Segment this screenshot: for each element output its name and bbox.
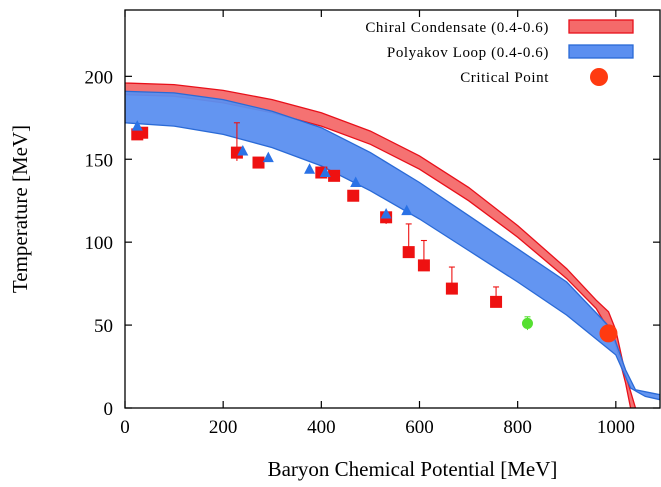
- legend-label-critical: Critical Point: [460, 70, 549, 86]
- band-polyakov: [125, 91, 660, 400]
- squares-point-3: [252, 156, 265, 169]
- green-point-0: [521, 317, 533, 329]
- legend-swatch-polyakov: [568, 44, 634, 59]
- x-tick-label: 1000: [597, 417, 635, 438]
- band-chiral: [125, 83, 636, 408]
- triangles-point-6: [380, 207, 392, 219]
- legend-swatch-critical: [590, 68, 608, 86]
- triangles-point-5: [350, 176, 362, 187]
- band-polyakov-upper-edge: [125, 90, 660, 396]
- squares-point-2: [230, 146, 243, 159]
- legend-swatch-chiral: [568, 19, 634, 34]
- x-tick-label: 600: [405, 417, 434, 438]
- critical-point-0: [599, 324, 618, 343]
- triangles-point-4: [319, 166, 331, 178]
- y-axis-title: Temperature [MeV]: [8, 125, 32, 293]
- y-tick-label: 150: [85, 150, 114, 171]
- squares-point-5: [328, 169, 341, 182]
- squares-point-9: [417, 259, 430, 272]
- band-polyakov-lower-edge: [125, 122, 660, 401]
- triangles-point-0: [131, 120, 143, 131]
- triangles-point-7: [401, 204, 413, 216]
- x-tick-label: 400: [307, 417, 336, 438]
- squares-point-10: [445, 282, 458, 295]
- x-tick-label: 0: [120, 417, 130, 438]
- y-tick-label: 100: [85, 233, 114, 254]
- x-axis-title: Baryon Chemical Potential [MeV]: [268, 457, 558, 481]
- plot-frame: [124, 9, 661, 409]
- triangles-point-1: [237, 144, 249, 156]
- ticks-layer: 0 200 400 600 800 1000 0 50 100 150 200: [85, 10, 660, 438]
- squares-point-8: [402, 246, 415, 259]
- squares-point-6: [347, 189, 360, 202]
- y-tick-label: 200: [85, 67, 114, 88]
- legend: Chiral Condensate (0.4-0.6) Polyakov Loop…: [365, 19, 634, 86]
- bands-layer: [125, 82, 660, 408]
- triangles-point-2: [262, 151, 274, 163]
- x-tick-label: 800: [503, 417, 532, 438]
- y-tick-label: 50: [94, 316, 113, 337]
- legend-label-chiral: Chiral Condensate (0.4-0.6): [365, 20, 549, 36]
- x-tick-label: 200: [209, 417, 238, 438]
- points-layer: [131, 120, 618, 343]
- y-tick-label: 0: [104, 399, 114, 420]
- squares-point-11: [490, 295, 503, 308]
- legend-label-polyakov: Polyakov Loop (0.4-0.6): [387, 45, 549, 61]
- band-chiral-upper-edge: [125, 82, 637, 408]
- triangles-point-3: [304, 163, 316, 174]
